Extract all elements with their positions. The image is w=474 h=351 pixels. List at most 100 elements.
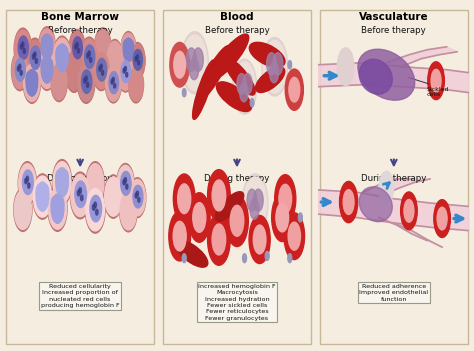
Circle shape: [77, 190, 80, 196]
Circle shape: [129, 179, 146, 216]
Circle shape: [106, 66, 121, 101]
Circle shape: [138, 197, 140, 202]
Circle shape: [47, 59, 53, 72]
Circle shape: [20, 70, 22, 75]
Circle shape: [114, 83, 116, 88]
Circle shape: [107, 41, 123, 76]
Circle shape: [118, 55, 133, 90]
Circle shape: [120, 192, 137, 230]
Circle shape: [182, 35, 207, 91]
Circle shape: [87, 164, 104, 203]
Circle shape: [243, 73, 252, 94]
Ellipse shape: [249, 42, 285, 67]
Text: During therapy: During therapy: [204, 174, 270, 183]
Circle shape: [23, 61, 41, 104]
Circle shape: [105, 64, 122, 104]
Circle shape: [186, 48, 197, 71]
Circle shape: [93, 53, 109, 89]
Circle shape: [116, 163, 135, 206]
Circle shape: [39, 51, 55, 88]
Circle shape: [434, 200, 450, 238]
Circle shape: [117, 165, 134, 204]
Circle shape: [124, 66, 127, 71]
Circle shape: [44, 69, 50, 83]
Circle shape: [30, 46, 40, 69]
Circle shape: [119, 189, 138, 232]
Circle shape: [111, 79, 113, 84]
Circle shape: [285, 69, 303, 110]
Circle shape: [38, 26, 56, 67]
Circle shape: [92, 50, 110, 91]
Circle shape: [428, 62, 445, 100]
Circle shape: [97, 58, 107, 81]
Circle shape: [52, 159, 73, 206]
Circle shape: [288, 254, 292, 263]
Circle shape: [26, 72, 32, 85]
Circle shape: [41, 59, 47, 72]
FancyBboxPatch shape: [6, 11, 154, 344]
Polygon shape: [379, 218, 442, 247]
Circle shape: [84, 45, 95, 68]
Circle shape: [170, 42, 190, 87]
Circle shape: [379, 171, 393, 204]
Circle shape: [137, 191, 138, 196]
Text: Reduced adherence
Improved endothelial
function: Reduced adherence Improved endothelial f…: [359, 284, 428, 302]
Circle shape: [77, 61, 96, 104]
Circle shape: [121, 61, 131, 83]
Circle shape: [59, 182, 65, 197]
Circle shape: [101, 70, 104, 75]
Circle shape: [129, 42, 146, 80]
Circle shape: [288, 222, 301, 250]
Circle shape: [76, 42, 78, 47]
Circle shape: [128, 66, 144, 104]
Circle shape: [19, 64, 21, 69]
Circle shape: [26, 38, 44, 80]
Circle shape: [273, 53, 283, 75]
Circle shape: [128, 40, 134, 52]
Circle shape: [23, 48, 26, 53]
Circle shape: [181, 32, 209, 94]
Circle shape: [88, 51, 91, 56]
Circle shape: [78, 64, 94, 101]
Circle shape: [289, 77, 300, 102]
Ellipse shape: [192, 60, 215, 119]
Circle shape: [267, 53, 276, 75]
Circle shape: [44, 46, 50, 60]
Circle shape: [250, 199, 259, 219]
Circle shape: [55, 168, 68, 197]
Circle shape: [182, 254, 186, 263]
Circle shape: [82, 70, 92, 93]
Circle shape: [18, 36, 28, 59]
Circle shape: [79, 188, 82, 193]
Circle shape: [250, 99, 254, 107]
Circle shape: [130, 44, 145, 78]
Circle shape: [13, 187, 33, 232]
Polygon shape: [319, 190, 469, 231]
Circle shape: [262, 38, 288, 96]
Text: Before therapy: Before therapy: [48, 26, 112, 35]
Circle shape: [15, 58, 25, 81]
Circle shape: [437, 207, 447, 230]
Circle shape: [95, 29, 111, 66]
Ellipse shape: [217, 82, 252, 112]
Circle shape: [86, 82, 89, 87]
Circle shape: [133, 185, 143, 208]
Circle shape: [100, 64, 102, 69]
Circle shape: [11, 50, 29, 91]
Circle shape: [18, 66, 19, 71]
Circle shape: [244, 177, 267, 230]
Ellipse shape: [359, 59, 392, 94]
Circle shape: [55, 170, 62, 185]
Circle shape: [32, 54, 35, 59]
Circle shape: [208, 214, 230, 265]
Circle shape: [20, 44, 23, 49]
Circle shape: [249, 216, 270, 264]
Circle shape: [242, 174, 268, 232]
Circle shape: [173, 221, 186, 251]
Circle shape: [52, 35, 72, 80]
Circle shape: [70, 171, 91, 219]
Circle shape: [75, 181, 86, 207]
Circle shape: [59, 57, 65, 72]
Circle shape: [85, 186, 106, 234]
Circle shape: [94, 202, 97, 208]
